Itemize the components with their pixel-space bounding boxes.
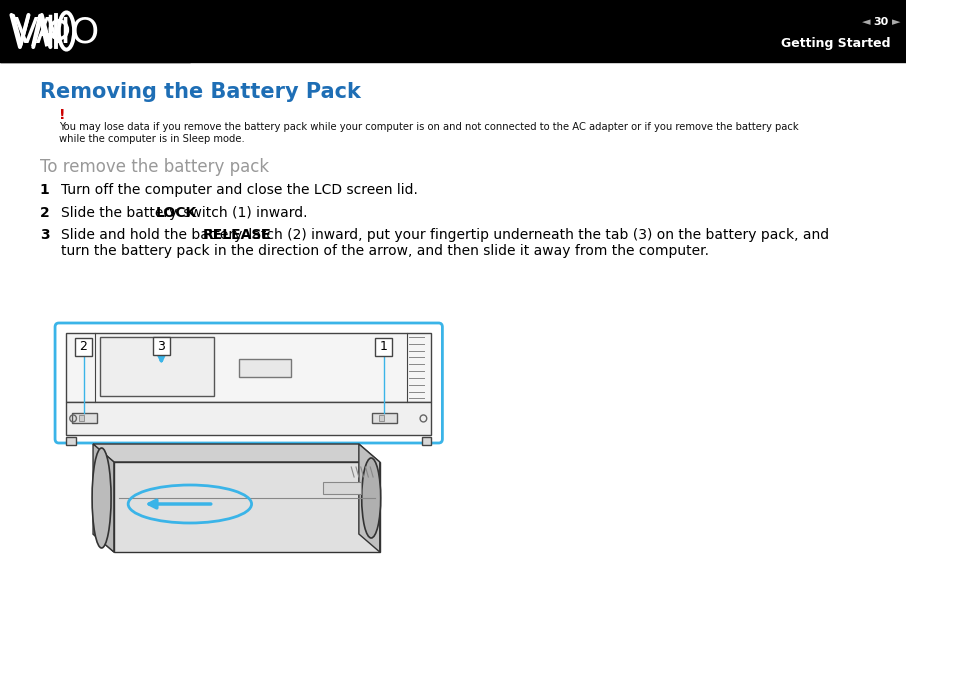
Bar: [421, 437, 431, 445]
Text: 3: 3: [157, 340, 165, 353]
Bar: [67, 333, 431, 402]
Polygon shape: [358, 444, 379, 552]
Bar: [67, 437, 76, 445]
Text: Removing the Battery Pack: Removing the Battery Pack: [40, 82, 360, 102]
Ellipse shape: [361, 458, 380, 538]
Text: !: !: [59, 108, 66, 122]
Text: switch (1) inward.: switch (1) inward.: [179, 206, 307, 220]
Text: ◄: ◄: [861, 17, 869, 27]
Polygon shape: [93, 534, 379, 552]
Text: ►: ►: [891, 17, 900, 27]
Ellipse shape: [92, 448, 111, 548]
Text: 2: 2: [79, 340, 88, 353]
Bar: [79, 415, 85, 421]
Polygon shape: [93, 444, 379, 462]
FancyBboxPatch shape: [75, 338, 92, 356]
Text: VAIO: VAIO: [13, 16, 99, 49]
Text: Slide the battery: Slide the battery: [61, 206, 181, 220]
Bar: [99, 337, 213, 396]
FancyBboxPatch shape: [375, 338, 392, 356]
Text: RELEASE: RELEASE: [203, 228, 272, 242]
Text: 1: 1: [40, 183, 50, 197]
Text: Turn off the computer and close the LCD screen lid.: Turn off the computer and close the LCD …: [61, 183, 417, 197]
Text: Getting Started: Getting Started: [781, 37, 889, 50]
Text: You may lose data if you remove the battery pack while your computer is on and n: You may lose data if you remove the batt…: [59, 122, 798, 132]
Bar: [378, 415, 384, 421]
Text: while the computer is in Sleep mode.: while the computer is in Sleep mode.: [59, 134, 244, 144]
Text: 3: 3: [40, 228, 50, 242]
Bar: [322, 482, 360, 494]
Bar: [372, 413, 396, 423]
Text: 30: 30: [872, 17, 887, 27]
Polygon shape: [93, 444, 113, 552]
Bar: [67, 402, 431, 435]
Text: To remove the battery pack: To remove the battery pack: [40, 158, 269, 176]
Text: Slide and hold the battery: Slide and hold the battery: [61, 228, 246, 242]
Bar: [0, 0, 190, 62]
Bar: [72, 413, 97, 423]
Bar: [0, 0, 904, 62]
Text: 1: 1: [379, 340, 387, 353]
Text: 2: 2: [40, 206, 50, 220]
Text: latch (2) inward, put your fingertip underneath the tab (3) on the battery pack,: latch (2) inward, put your fingertip und…: [244, 228, 828, 242]
Bar: [239, 359, 292, 377]
FancyBboxPatch shape: [152, 337, 170, 355]
FancyBboxPatch shape: [55, 323, 442, 443]
Text: turn the battery pack in the direction of the arrow, and then slide it away from: turn the battery pack in the direction o…: [61, 244, 708, 258]
Text: LOCK: LOCK: [155, 206, 196, 220]
Polygon shape: [113, 462, 379, 552]
